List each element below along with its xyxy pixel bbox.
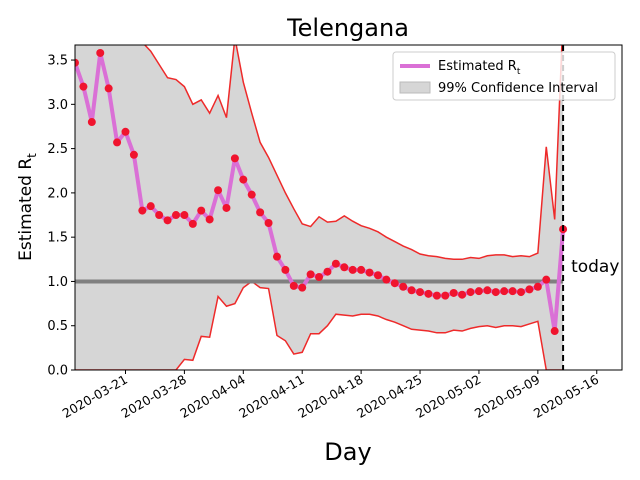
rt-point xyxy=(256,208,265,217)
rt-point xyxy=(323,267,332,276)
x-tick-label: 2020-04-18 xyxy=(295,372,365,421)
rt-point xyxy=(466,288,475,297)
rt-point xyxy=(373,271,382,280)
rt-point xyxy=(348,265,357,274)
x-tick-label: 2020-03-21 xyxy=(60,372,130,421)
legend-label: 99% Confidence Interval xyxy=(438,81,598,96)
rt-point xyxy=(500,287,509,296)
rt-point xyxy=(247,190,256,199)
rt-point xyxy=(289,281,298,290)
rt-point xyxy=(331,259,340,268)
legend: Estimated Rt 99% Confidence Interval xyxy=(392,51,616,101)
x-tick-label: 2020-03-28 xyxy=(118,372,188,421)
rt-point xyxy=(121,127,130,136)
x-axis-label: Day xyxy=(324,438,371,466)
legend-band-swatch xyxy=(399,81,431,94)
interval-lower-line xyxy=(75,280,564,370)
rt-point xyxy=(171,211,180,220)
rt-point xyxy=(306,270,315,279)
rt-point xyxy=(272,252,281,261)
rt-point xyxy=(508,287,517,296)
y-tick-label: 0.0 xyxy=(47,364,68,379)
rt-point xyxy=(87,118,96,127)
today-label: today xyxy=(571,257,619,277)
rt-point xyxy=(155,211,164,220)
rt-point xyxy=(382,275,391,284)
legend-label-sub: t xyxy=(517,67,521,77)
rt-point xyxy=(214,186,223,195)
rt-point xyxy=(357,265,366,274)
legend-box xyxy=(392,51,616,101)
x-tick-label: 2020-04-04 xyxy=(177,372,247,421)
y-axis-label: Estimated Rt xyxy=(16,153,39,261)
rt-point xyxy=(104,84,113,93)
legend-label: Estimated Rt xyxy=(438,59,521,77)
rt-point xyxy=(517,288,526,297)
rt-point xyxy=(399,282,408,291)
rt-point xyxy=(281,265,290,274)
rt-point xyxy=(441,291,450,300)
rt-point xyxy=(474,287,483,296)
rt-point xyxy=(113,138,122,147)
confidence-band xyxy=(75,45,564,370)
rt-point xyxy=(542,275,551,284)
rt-point xyxy=(264,218,273,227)
chart-title: Telengana xyxy=(286,14,409,42)
rt-point xyxy=(239,175,248,184)
rt-point xyxy=(298,283,307,292)
rt-point xyxy=(138,206,147,215)
rt-point xyxy=(197,206,206,215)
rt-point xyxy=(79,82,88,91)
rt-point xyxy=(407,286,416,295)
x-tick-label: 2020-05-02 xyxy=(413,372,483,421)
rt-point xyxy=(129,150,138,159)
rt-point xyxy=(222,203,231,212)
rt-point xyxy=(96,48,105,57)
y-tick-label: 0.5 xyxy=(47,319,68,334)
rt-point xyxy=(230,154,239,163)
rt-point xyxy=(533,282,542,291)
plot-area xyxy=(75,45,568,370)
rt-point xyxy=(449,288,458,297)
rt-point xyxy=(525,285,534,294)
y-tick-label: 3.0 xyxy=(47,98,68,113)
rt-point xyxy=(180,211,189,220)
rt-point xyxy=(340,263,349,272)
y-label-main: Estimated R xyxy=(16,158,36,261)
axes-frame xyxy=(74,44,623,371)
y-tick-label: 3.5 xyxy=(47,54,68,69)
rt-point xyxy=(163,216,172,225)
rt-point xyxy=(205,215,214,224)
rt-point xyxy=(424,289,433,298)
y-tick-label: 1.5 xyxy=(47,231,68,246)
y-tick-label: 2.0 xyxy=(47,186,68,201)
rt-point xyxy=(491,288,500,297)
x-tick-label: 2020-04-11 xyxy=(236,372,306,421)
y-tick-label: 2.5 xyxy=(47,142,68,157)
rt-point xyxy=(416,288,425,297)
rt-point xyxy=(365,268,374,277)
legend-label-main: Estimated R xyxy=(438,59,517,74)
y-tick-label: 1.0 xyxy=(47,275,68,290)
y-label-sub: t xyxy=(25,153,39,158)
rt-point xyxy=(458,290,467,299)
rt-point xyxy=(146,202,155,211)
rt-point xyxy=(483,286,492,295)
rt-point xyxy=(75,58,79,67)
rt-point xyxy=(188,219,197,228)
interval-upper-line xyxy=(143,45,563,261)
x-tick-label: 2020-04-25 xyxy=(354,372,424,421)
x-tick-label: 2020-05-09 xyxy=(472,372,542,421)
rt-point xyxy=(390,279,399,288)
rt-point xyxy=(432,291,441,300)
rt-point xyxy=(550,327,559,336)
rt-point xyxy=(315,273,324,282)
x-tick-label: 2020-05-16 xyxy=(531,372,601,421)
